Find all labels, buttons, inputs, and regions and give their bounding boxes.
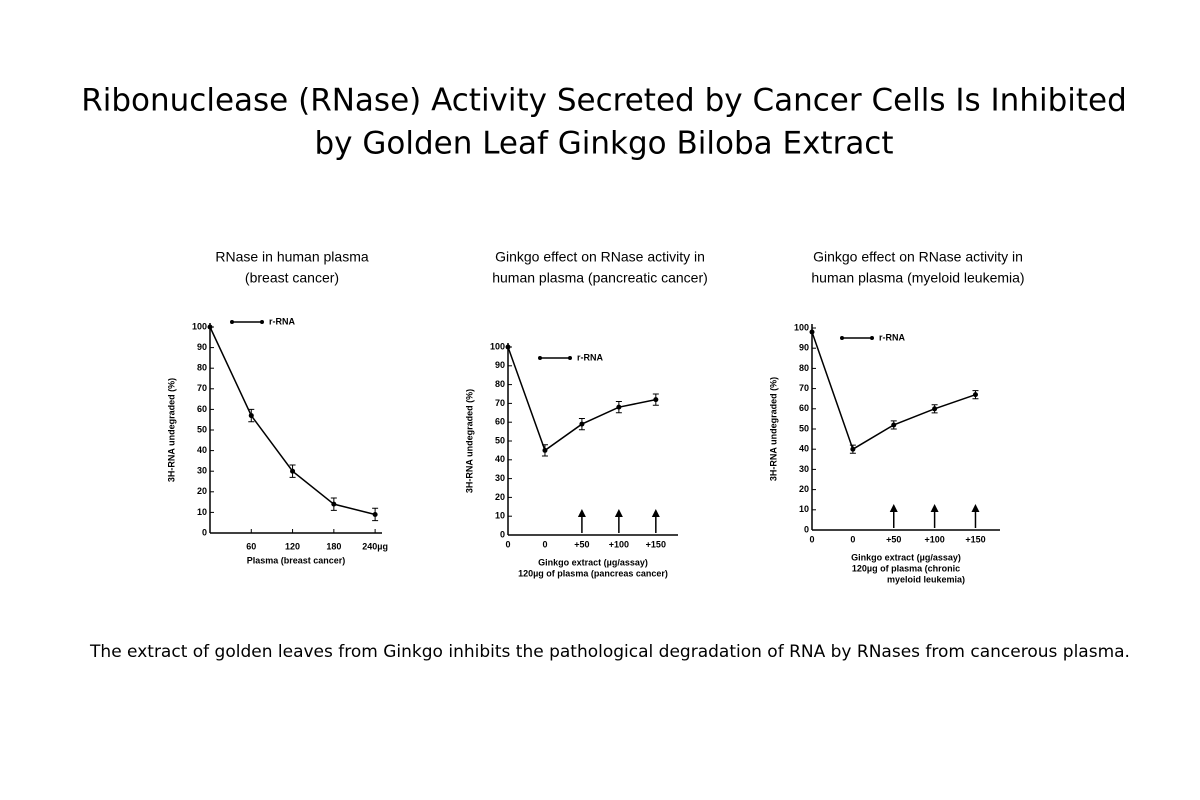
- data-point: [809, 329, 815, 335]
- legend-label: r-RNA: [577, 352, 603, 362]
- y-tick-label: 80: [799, 363, 809, 373]
- y-tick-label: 100: [490, 341, 505, 351]
- arrow-head: [577, 509, 586, 517]
- legend-label: r-RNA: [269, 316, 295, 326]
- error-bar: [615, 401, 622, 414]
- y-tick-label: 50: [799, 423, 809, 433]
- y-tick-label: 10: [799, 504, 809, 514]
- x-axis-label: 120µg of plasma (chronic: [852, 563, 960, 573]
- y-tick-label: 60: [197, 404, 207, 414]
- legend-dot: [568, 356, 572, 360]
- arrow-head: [930, 504, 939, 512]
- y-tick-label: 50: [197, 424, 207, 434]
- arrow-head: [889, 504, 898, 512]
- error-bar: [289, 464, 296, 478]
- y-tick-label: 0: [202, 527, 207, 537]
- x-tick-label: +100: [609, 539, 629, 549]
- x-tick-label: +150: [646, 539, 666, 549]
- x-tick-label: +150: [965, 534, 985, 544]
- legend-dot: [230, 320, 234, 324]
- data-point: [505, 344, 511, 350]
- error-bar: [541, 444, 548, 457]
- chart-title: (breast cancer): [245, 270, 339, 286]
- series-line: [507, 346, 656, 452]
- x-tick-label: +50: [886, 534, 901, 544]
- chart-title: Ginkgo effect on RNase activity in: [495, 249, 705, 265]
- x-tick-label: +50: [574, 539, 589, 549]
- x-tick-label: 0: [850, 534, 855, 544]
- y-tick-label: 20: [197, 486, 207, 496]
- error-bar: [849, 444, 856, 454]
- x-tick-label: 0: [505, 539, 510, 549]
- y-tick-label: 70: [799, 383, 809, 393]
- chart-title: human plasma (pancreatic cancer): [492, 270, 708, 286]
- x-tick-label: +100: [924, 534, 944, 544]
- caption: The extract of golden leaves from Ginkgo…: [89, 642, 1130, 662]
- y-tick-label: 0: [804, 524, 809, 534]
- y-tick-label: 60: [799, 403, 809, 413]
- x-tick-label: 120: [285, 541, 300, 551]
- y-tick-label: 40: [799, 444, 809, 454]
- error-bar: [248, 408, 255, 423]
- arrow-head: [651, 509, 660, 517]
- y-tick-label: 70: [197, 383, 207, 393]
- y-tick-label: 50: [495, 435, 505, 445]
- legend-dot: [260, 320, 264, 324]
- y-axis-label: 3H-RNA undegraded (%): [768, 377, 778, 481]
- y-axis-label: 3H-RNA undegraded (%): [464, 389, 474, 493]
- y-axis-label: 3H-RNA undegraded (%): [166, 378, 176, 482]
- legend-label: r-RNA: [879, 332, 905, 342]
- y-tick-label: 90: [197, 342, 207, 352]
- x-tick-label: 0: [809, 534, 814, 544]
- y-tick-label: 60: [495, 417, 505, 427]
- arrow-head: [614, 509, 623, 517]
- y-tick-label: 80: [197, 363, 207, 373]
- y-tick-label: 100: [794, 322, 809, 332]
- series-line: [209, 326, 376, 516]
- x-axis-label: Ginkgo extract (µg/assay): [851, 552, 961, 562]
- slide-title: Ribonuclease (RNase) Activity Secreted b…: [81, 83, 1127, 119]
- y-tick-label: 0: [500, 529, 505, 539]
- x-tick-label: 240µg: [362, 541, 388, 551]
- error-bar: [652, 393, 659, 406]
- x-axis-label: Ginkgo extract (µg/assay): [538, 557, 648, 567]
- x-axis-label: myeloid leukemia): [887, 574, 965, 584]
- legend-dot: [538, 356, 542, 360]
- error-bar: [890, 420, 897, 430]
- chart-title: RNase in human plasma: [215, 249, 369, 265]
- x-tick-label: 180: [326, 541, 341, 551]
- x-axis-label: 120µg of plasma (pancreas cancer): [518, 568, 668, 578]
- y-tick-label: 80: [495, 379, 505, 389]
- error-bar: [372, 507, 379, 522]
- y-tick-label: 30: [495, 473, 505, 483]
- error-bar: [972, 390, 979, 400]
- series-line: [811, 331, 976, 451]
- y-tick-label: 10: [197, 507, 207, 517]
- y-tick-label: 20: [799, 484, 809, 494]
- slide-title: by Golden Leaf Ginkgo Biloba Extract: [314, 126, 893, 162]
- legend-dot: [870, 336, 874, 340]
- y-tick-label: 30: [799, 464, 809, 474]
- data-point: [207, 324, 213, 330]
- y-tick-label: 10: [495, 511, 505, 521]
- y-tick-label: 40: [495, 454, 505, 464]
- x-tick-label: 60: [246, 541, 256, 551]
- y-tick-label: 30: [197, 466, 207, 476]
- y-tick-label: 100: [192, 321, 207, 331]
- arrow-head: [971, 504, 980, 512]
- x-tick-label: 0: [542, 539, 547, 549]
- y-tick-label: 70: [495, 398, 505, 408]
- y-tick-label: 90: [799, 343, 809, 353]
- x-axis-label: Plasma (breast cancer): [247, 555, 346, 565]
- error-bar: [578, 417, 585, 431]
- chart-title: Ginkgo effect on RNase activity in: [813, 249, 1023, 265]
- error-bar: [330, 497, 337, 511]
- error-bar: [931, 404, 938, 414]
- legend-dot: [840, 336, 844, 340]
- y-tick-label: 20: [495, 492, 505, 502]
- y-tick-label: 40: [197, 445, 207, 455]
- y-tick-label: 90: [495, 360, 505, 370]
- chart-title: human plasma (myeloid leukemia): [811, 270, 1024, 286]
